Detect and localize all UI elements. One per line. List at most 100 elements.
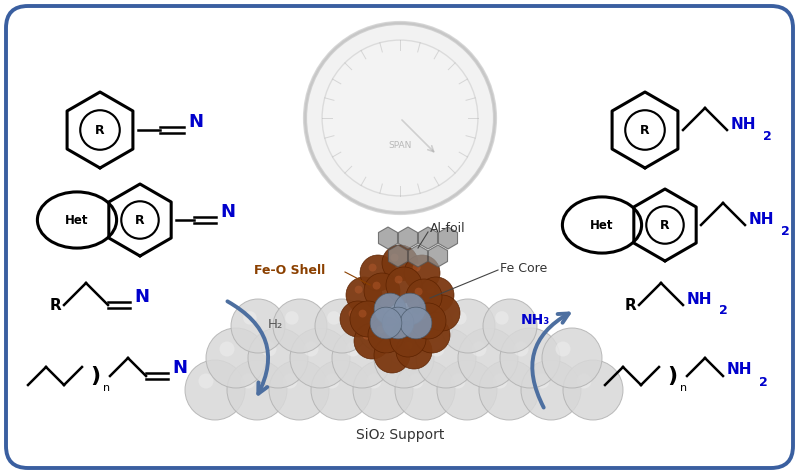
Circle shape [355,286,363,293]
Text: ): ) [667,366,677,386]
Circle shape [408,374,423,389]
Circle shape [492,374,507,389]
Circle shape [360,255,396,291]
Circle shape [427,286,435,293]
Circle shape [374,328,434,388]
Circle shape [370,307,402,339]
Circle shape [563,360,623,420]
Circle shape [243,311,256,325]
Circle shape [283,374,297,389]
Circle shape [399,329,407,337]
Circle shape [357,299,411,353]
Text: N: N [134,288,149,306]
Circle shape [311,360,371,420]
Circle shape [424,295,460,331]
Text: R: R [50,298,62,312]
Circle shape [345,341,360,356]
Circle shape [353,360,413,420]
Circle shape [363,332,371,339]
Circle shape [231,299,285,353]
Circle shape [346,277,382,313]
Text: Al-foil: Al-foil [430,221,466,235]
Circle shape [185,360,245,420]
Text: NH: NH [749,211,774,227]
Circle shape [458,328,518,388]
Text: Het: Het [590,219,614,231]
Circle shape [350,301,386,337]
Text: 2: 2 [781,225,789,237]
Circle shape [441,299,495,353]
Circle shape [359,310,367,318]
Text: R: R [625,298,637,312]
Circle shape [327,311,340,325]
Circle shape [423,326,431,334]
Circle shape [430,341,444,356]
Circle shape [394,293,426,325]
Text: n: n [680,383,687,393]
Circle shape [368,317,404,353]
Circle shape [396,333,432,369]
Circle shape [395,360,455,420]
Circle shape [305,23,495,213]
Text: Fe Core: Fe Core [500,262,547,274]
Circle shape [555,341,570,356]
Circle shape [372,282,380,290]
Text: R: R [95,124,105,137]
Circle shape [391,254,399,262]
Circle shape [369,311,383,325]
Circle shape [500,328,560,388]
Text: SiO₂ Support: SiO₂ Support [356,428,444,442]
Circle shape [521,360,581,420]
Text: SPAN: SPAN [388,142,411,151]
Circle shape [285,311,299,325]
Text: Het: Het [66,213,89,227]
Circle shape [206,328,266,388]
Text: N: N [220,203,235,221]
Circle shape [315,299,369,353]
Text: R: R [640,124,650,137]
Circle shape [340,301,376,337]
Circle shape [198,374,213,389]
Text: H₂: H₂ [268,319,283,331]
Circle shape [495,311,509,325]
Circle shape [395,276,403,283]
Circle shape [273,299,327,353]
Circle shape [304,341,319,356]
Circle shape [412,264,420,272]
Circle shape [374,337,410,373]
Circle shape [399,299,453,353]
Text: n: n [103,383,110,393]
Text: N: N [172,359,187,377]
Circle shape [354,323,390,359]
Text: NH: NH [731,117,757,131]
Text: R: R [660,219,670,231]
Circle shape [382,307,414,339]
Circle shape [414,317,450,353]
Circle shape [483,299,537,353]
Circle shape [411,311,424,325]
Text: NH: NH [687,292,713,307]
Text: NH₃: NH₃ [520,313,550,327]
Circle shape [220,341,234,356]
Circle shape [416,328,476,388]
Circle shape [364,273,400,309]
Circle shape [406,279,442,315]
Circle shape [400,307,431,339]
Circle shape [227,360,287,420]
Circle shape [577,374,591,389]
Circle shape [324,374,340,389]
Circle shape [382,245,418,281]
Circle shape [290,328,350,388]
Circle shape [261,341,276,356]
Circle shape [248,328,308,388]
Circle shape [404,255,440,291]
Circle shape [418,277,454,313]
Circle shape [453,311,467,325]
Circle shape [390,321,426,357]
Circle shape [269,360,329,420]
Circle shape [374,293,406,325]
Circle shape [432,304,440,311]
Circle shape [514,341,528,356]
Text: 2: 2 [759,375,768,389]
Circle shape [404,342,412,349]
